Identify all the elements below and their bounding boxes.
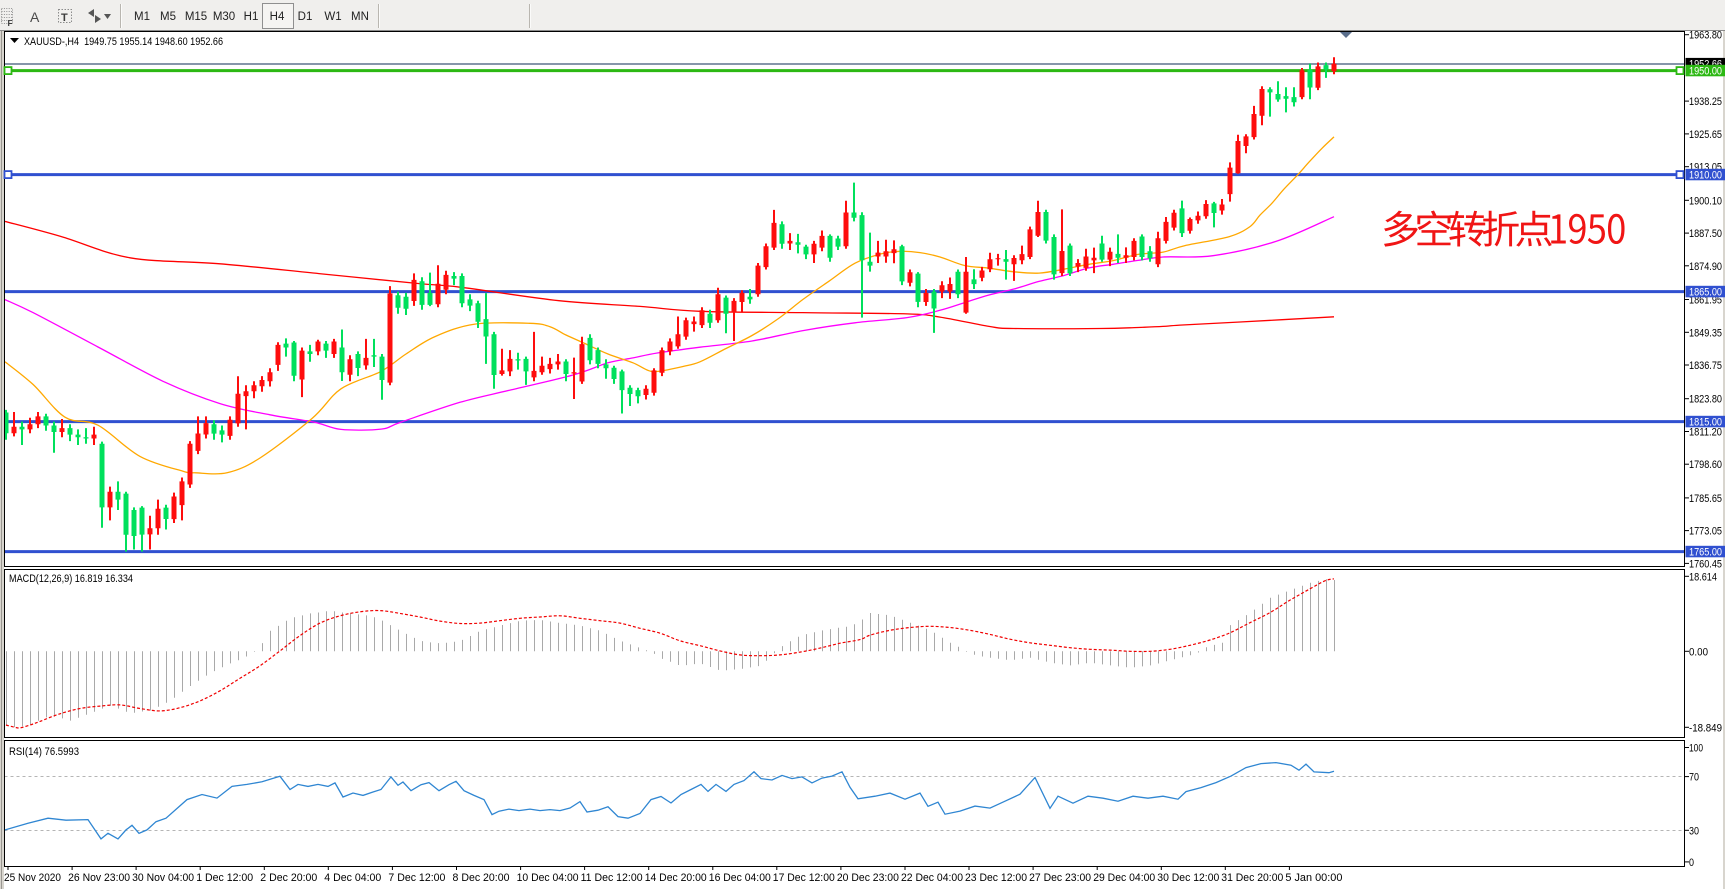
svg-text:-18.849: -18.849 xyxy=(1689,722,1722,734)
svg-text:100: 100 xyxy=(1689,743,1703,755)
svg-text:11 Dec 12:00: 11 Dec 12:00 xyxy=(581,872,643,884)
svg-text:1849.35: 1849.35 xyxy=(1689,327,1722,339)
svg-text:5 Jan 00:00: 5 Jan 00:00 xyxy=(1285,872,1342,884)
svg-text:1938.25: 1938.25 xyxy=(1689,96,1722,108)
svg-text:1836.75: 1836.75 xyxy=(1689,360,1722,372)
svg-text:H4: H4 xyxy=(270,11,285,23)
svg-text:MN: MN xyxy=(351,11,369,23)
svg-text:1874.90: 1874.90 xyxy=(1689,261,1722,273)
svg-text:1887.50: 1887.50 xyxy=(1689,228,1722,240)
svg-text:23 Dec 12:00: 23 Dec 12:00 xyxy=(965,872,1027,884)
svg-text:2 Dec 20:00: 2 Dec 20:00 xyxy=(260,872,317,884)
svg-text:1785.65: 1785.65 xyxy=(1689,493,1722,505)
svg-text:T: T xyxy=(61,12,68,24)
svg-text:30 Dec 12:00: 30 Dec 12:00 xyxy=(1157,872,1219,884)
svg-text:A: A xyxy=(30,9,40,25)
svg-text:30: 30 xyxy=(1689,825,1699,837)
svg-text:M15: M15 xyxy=(185,11,207,23)
svg-text:1773.05: 1773.05 xyxy=(1689,526,1722,538)
svg-text:17 Dec 12:00: 17 Dec 12:00 xyxy=(773,872,835,884)
svg-text:7 Dec 12:00: 7 Dec 12:00 xyxy=(388,872,445,884)
svg-text:MACD(12,26,9) 16.819 16.334: MACD(12,26,9) 16.819 16.334 xyxy=(9,573,133,585)
svg-text:1963.80: 1963.80 xyxy=(1689,30,1722,42)
svg-text:XAUUSD-,H4 1949.75 1955.14 19: XAUUSD-,H4 1949.75 1955.14 1948.60 1952.… xyxy=(24,36,223,48)
svg-text:26 Nov 23:00: 26 Nov 23:00 xyxy=(68,872,130,884)
svg-text:70: 70 xyxy=(1689,772,1699,784)
svg-text:1765.00: 1765.00 xyxy=(1689,547,1722,559)
svg-text:1950.00: 1950.00 xyxy=(1689,66,1722,78)
svg-text:0: 0 xyxy=(1689,857,1694,869)
svg-text:M1: M1 xyxy=(134,11,150,23)
svg-text:29 Dec 04:00: 29 Dec 04:00 xyxy=(1093,872,1155,884)
svg-text:22 Dec 04:00: 22 Dec 04:00 xyxy=(901,872,963,884)
svg-text:16 Dec 04:00: 16 Dec 04:00 xyxy=(709,872,771,884)
svg-text:14 Dec 20:00: 14 Dec 20:00 xyxy=(645,872,707,884)
svg-text:1798.60: 1798.60 xyxy=(1689,459,1722,471)
svg-text:10 Dec 04:00: 10 Dec 04:00 xyxy=(517,872,579,884)
svg-text:1823.80: 1823.80 xyxy=(1689,394,1722,406)
svg-text:M30: M30 xyxy=(213,11,235,23)
svg-text:1815.00: 1815.00 xyxy=(1689,417,1722,429)
svg-text:30 Nov 04:00: 30 Nov 04:00 xyxy=(132,872,194,884)
svg-text:8 Dec 20:00: 8 Dec 20:00 xyxy=(453,872,510,884)
svg-text:31 Dec 20:00: 31 Dec 20:00 xyxy=(1221,872,1283,884)
svg-text:D1: D1 xyxy=(298,11,313,23)
svg-text:1 Dec 12:00: 1 Dec 12:00 xyxy=(196,872,253,884)
svg-text:1925.65: 1925.65 xyxy=(1689,129,1722,141)
svg-text:RSI(14) 76.5993: RSI(14) 76.5993 xyxy=(9,746,79,758)
svg-text:25 Nov 2020: 25 Nov 2020 xyxy=(4,872,61,884)
svg-text:1865.00: 1865.00 xyxy=(1689,287,1722,299)
svg-text:0.00: 0.00 xyxy=(1689,646,1708,658)
svg-text:M5: M5 xyxy=(160,11,176,23)
svg-text:1910.00: 1910.00 xyxy=(1689,170,1722,182)
svg-text:4 Dec 04:00: 4 Dec 04:00 xyxy=(324,872,381,884)
svg-text:F: F xyxy=(8,18,13,28)
svg-text:W1: W1 xyxy=(324,11,341,23)
svg-text:H1: H1 xyxy=(244,11,259,23)
svg-text:27 Dec 23:00: 27 Dec 23:00 xyxy=(1029,872,1091,884)
svg-text:18.614: 18.614 xyxy=(1689,571,1717,583)
svg-text:1760.45: 1760.45 xyxy=(1689,558,1722,570)
svg-text:1900.10: 1900.10 xyxy=(1689,195,1722,207)
svg-text:20 Dec 23:00: 20 Dec 23:00 xyxy=(837,872,899,884)
